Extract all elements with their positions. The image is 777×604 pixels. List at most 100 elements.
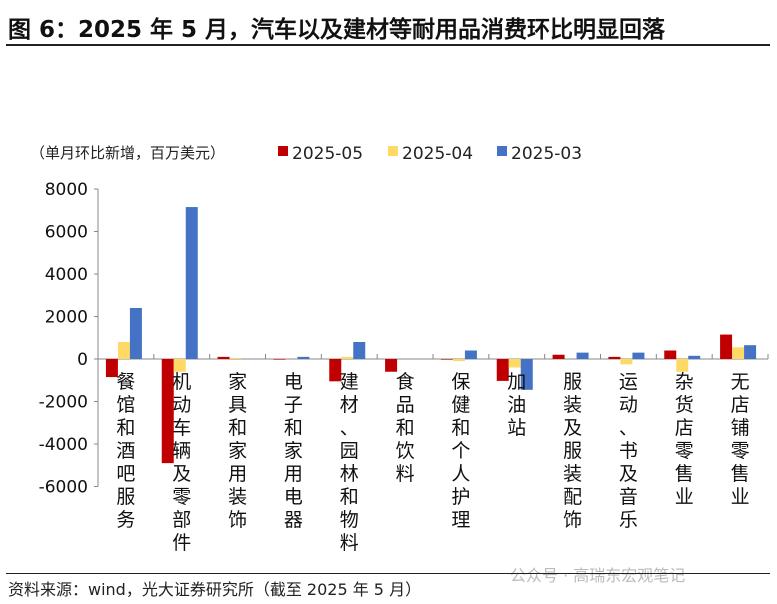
x-tick-label: 店 [731,394,750,416]
x-tick-label: 、 [340,417,359,439]
x-tick-label: 动 [172,394,191,416]
x-tick-label: 服 [563,371,582,393]
legend-swatch [388,146,398,156]
x-tick-label: 书 [619,440,638,462]
bar-2025-03 [185,207,198,359]
x-tick-label: 店 [675,417,694,439]
x-tick-label: 馆 [116,394,135,416]
bar-2025-03 [353,342,366,359]
x-tick-label: 装 [563,463,582,485]
bar-2025-04 [341,356,354,359]
x-tick-label: 业 [675,486,694,508]
x-tick-label: 建 [340,371,359,393]
x-tick-label: 和 [396,417,415,439]
x-tick-label: 及 [563,417,582,439]
x-tick-label: 和 [228,417,247,439]
bar-2025-05 [552,354,565,359]
legend-swatch [278,146,288,156]
x-tick-label: 电 [284,371,303,393]
x-tick-label: 装 [228,486,247,508]
x-tick-label: 零 [172,486,191,508]
x-tick-label: 器 [284,509,303,531]
bar-2025-04 [732,347,745,359]
x-tick-label: 饮 [396,440,415,462]
bar-2025-03 [297,356,310,359]
x-tick-label: 理 [451,509,470,531]
bar-2025-03 [464,350,477,359]
bar-2025-03 [576,352,589,359]
top-rule [6,44,770,46]
x-tick-label: 务 [116,509,135,531]
x-tick-label: 服 [563,440,582,462]
x-tick-label: 林 [340,463,359,485]
bar-2025-05 [608,356,621,359]
bar-2025-04 [508,359,521,368]
x-tick-label: 食 [396,371,415,393]
x-tick-label: 电 [284,486,303,508]
x-tick-label: 乐 [619,509,638,531]
bar-2025-05 [105,359,118,378]
x-tick-label: 人 [451,463,470,485]
x-tick-label: 用 [228,463,247,485]
x-tick-label: 货 [675,394,694,416]
x-tick-label: 和 [340,486,359,508]
x-tick-label: 铺 [731,417,750,439]
bar-2025-05 [496,359,509,381]
x-tick-label: 业 [731,486,750,508]
x-tick-label: 和 [451,417,470,439]
x-tick-label: 加 [507,371,526,393]
bar-2025-04 [620,359,633,365]
x-tick-label: 杂 [675,371,694,393]
x-tick-label: 子 [284,394,303,416]
y-tick-label: 0 [77,350,88,370]
x-tick-label: 家 [284,440,303,462]
x-tick-label: 装 [563,394,582,416]
x-tick-label: 保 [451,371,470,393]
x-tick-label: 部 [172,509,191,531]
x-tick-label: 园 [340,440,359,462]
x-tick-label: 饰 [563,509,582,531]
x-tick-label: 和 [116,417,135,439]
y-tick-label: 6000 [45,223,88,243]
figure-title: 图 6：2025 年 5 月，汽车以及建材等耐用品消费环比明显回落 [8,17,666,43]
bar-2025-03 [129,308,142,359]
x-tick-label: 售 [675,463,694,485]
x-tick-label: 家 [228,371,247,393]
x-tick-label: 和 [284,417,303,439]
x-tick-label: 料 [396,463,415,485]
x-tick-label: 餐 [116,371,135,393]
legend-label: 2025-03 [511,144,582,164]
x-tick-label: 具 [228,394,247,416]
bar-2025-05 [273,359,286,360]
bar-2025-04 [229,357,242,359]
x-tick-label: 及 [619,463,638,485]
x-tick-label: 用 [284,463,303,485]
legend-swatch [497,146,507,156]
bar-2025-04 [676,359,689,372]
y-tick-label: -6000 [39,478,88,498]
x-tick-label: 音 [619,486,638,508]
legend-label: 2025-04 [402,144,473,164]
bar-2025-03 [688,355,701,359]
y-tick-label: -4000 [39,435,88,455]
x-tick-label: 零 [731,440,750,462]
x-tick-label: 、 [619,417,638,439]
source-note: 资料来源：wind，光大证券研究所（截至 2025 年 5 月） [8,580,422,599]
bar-2025-05 [329,359,342,382]
x-tick-label: 健 [451,394,470,416]
x-tick-label: 动 [619,394,638,416]
x-tick-label: 运 [619,371,638,393]
bar-2025-05 [440,359,453,360]
x-tick-label: 售 [731,463,750,485]
bar-2025-05 [161,359,174,464]
y-axis-label: （单月环比新增，百万美元） [30,144,225,162]
bar-2025-05 [664,350,677,359]
bar-2025-04 [452,359,465,362]
x-tick-label: 油 [507,394,526,416]
y-tick-label: 4000 [45,265,88,285]
x-tick-label: 品 [396,394,415,416]
y-tick-label: -2000 [39,393,88,413]
bar-2025-03 [520,359,533,390]
